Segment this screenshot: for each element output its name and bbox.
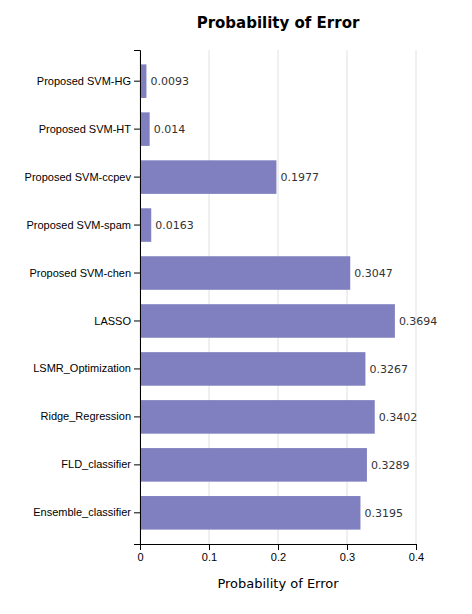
data-label: 0.0093	[150, 75, 189, 88]
tick: Proposed SVM-HG	[37, 75, 140, 87]
tick-label: FLD_classifier	[61, 458, 131, 470]
tick-label: 0.1	[202, 551, 217, 563]
tick-label: 0.3	[340, 551, 355, 563]
bar	[140, 352, 365, 386]
tick: LSMR_Optimization	[33, 362, 140, 374]
data-label: 0.3267	[369, 363, 408, 376]
tick: 0.4	[409, 544, 424, 563]
x-axis: 0 0.1 0.2 0.3 0.4	[137, 544, 424, 563]
data-label: 0.014	[154, 123, 186, 136]
tick: Proposed SVM-chen	[30, 267, 141, 279]
tick-mark	[209, 544, 210, 550]
axis-line	[134, 51, 141, 545]
chart: 0 0.1 0.2 0.3 0.4 Ensemble_classifier FLD_clas…	[0, 0, 472, 614]
tick-mark	[278, 544, 279, 550]
plot: 0 0.1 0.2 0.3 0.4 Ensemble_classifier FLD_clas…	[25, 50, 438, 563]
tick-label: LSMR_Optimization	[33, 362, 131, 374]
tick-mark	[134, 177, 140, 178]
data-label: 0.3694	[399, 315, 438, 328]
data-label: 0.3047	[354, 267, 393, 280]
tick-mark	[134, 368, 140, 369]
grid	[140, 50, 416, 544]
y-axis: Ensemble_classifier FLD_classifier Ridge_R…	[25, 51, 141, 545]
tick: Proposed SVM-HT	[39, 123, 140, 135]
tick-mark	[134, 273, 140, 274]
tick-mark	[134, 225, 140, 226]
tick-label: 0.2	[271, 551, 286, 563]
tick-label: Proposed SVM-chen	[30, 267, 132, 279]
bar	[140, 160, 276, 194]
tick-label: Proposed SVM-spam	[26, 219, 131, 231]
axis-line	[141, 545, 417, 551]
tick: Proposed SVM-ccpev	[25, 171, 140, 183]
tick-mark	[134, 416, 140, 417]
tick-label: Proposed SVM-HG	[37, 75, 131, 87]
tick: Ensemble_classifier	[33, 506, 140, 518]
tick-mark	[416, 544, 417, 550]
tick: 0.2	[271, 544, 286, 563]
tick: Proposed SVM-spam	[26, 219, 140, 231]
bar	[140, 304, 395, 338]
data-label: 0.3289	[371, 459, 410, 472]
bar	[140, 400, 375, 434]
bars	[140, 64, 395, 529]
bar	[140, 112, 150, 146]
data-label: 0.1977	[280, 171, 319, 184]
bar	[140, 496, 360, 530]
tick-mark	[134, 512, 140, 513]
tick: Ridge_Regression	[41, 410, 141, 422]
tick-mark	[134, 81, 140, 82]
grid-line	[416, 50, 417, 544]
tick-label: 0	[137, 551, 143, 563]
data-labels: 0.3195 0.3289 0.3402 0.3267 0.3694 0.3047 0.01…	[150, 75, 437, 520]
bar	[140, 448, 367, 482]
data-label: 0.0163	[155, 219, 194, 232]
tick: LASSO	[94, 315, 140, 327]
x-axis-title: Probability of Error	[217, 576, 339, 591]
bar	[140, 208, 151, 242]
title: Probability of Error	[197, 14, 360, 32]
tick-mark	[347, 544, 348, 550]
tick-label: LASSO	[94, 315, 131, 327]
bar	[140, 256, 350, 290]
tick-mark	[134, 464, 140, 465]
tick-label: 0.4	[409, 551, 424, 563]
tick-mark	[134, 320, 140, 321]
tick: 0.3	[340, 544, 355, 563]
tick-label: Ensemble_classifier	[33, 506, 131, 518]
tick-label: Ridge_Regression	[41, 410, 132, 422]
tick-label: Proposed SVM-HT	[39, 123, 132, 135]
tick-mark	[134, 129, 140, 130]
tick: FLD_classifier	[61, 458, 140, 470]
data-label: 0.3195	[364, 507, 403, 520]
tick-label: Proposed SVM-ccpev	[25, 171, 132, 183]
data-label: 0.3402	[379, 411, 418, 424]
tick: 0.1	[202, 544, 217, 563]
tick: 0	[137, 544, 143, 563]
